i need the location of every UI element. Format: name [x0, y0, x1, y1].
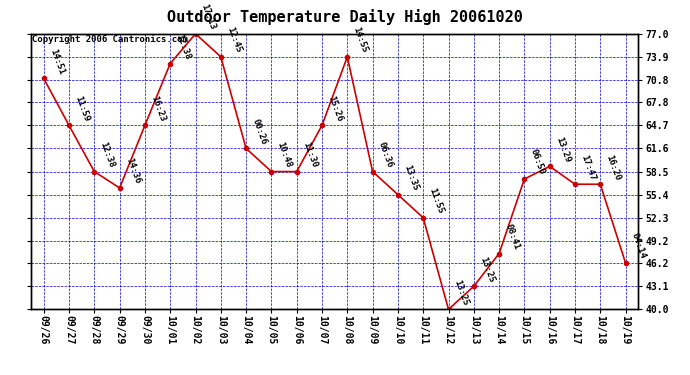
Text: 14:55: 14:55 [351, 26, 369, 54]
Text: 13:35: 13:35 [402, 164, 420, 192]
Text: 12:38: 12:38 [175, 32, 192, 61]
Text: 11:30: 11:30 [301, 141, 319, 169]
Text: 15:26: 15:26 [326, 94, 344, 123]
Text: Copyright 2006 Cantronics.com: Copyright 2006 Cantronics.com [32, 35, 188, 44]
Text: 13:25: 13:25 [453, 278, 471, 307]
Text: 13:25: 13:25 [478, 255, 495, 284]
Text: 06:50: 06:50 [529, 148, 546, 176]
Text: 16:23: 16:23 [149, 94, 167, 123]
Text: 16:20: 16:20 [604, 153, 622, 182]
Text: 14:36: 14:36 [124, 157, 141, 185]
Text: 08:41: 08:41 [503, 222, 521, 251]
Text: 04:14: 04:14 [630, 232, 647, 260]
Text: 06:36: 06:36 [377, 141, 395, 169]
Text: 13:29: 13:29 [554, 135, 571, 164]
Text: 14:51: 14:51 [48, 47, 66, 76]
Text: 12:45: 12:45 [225, 26, 243, 54]
Text: 11:55: 11:55 [427, 187, 445, 215]
Text: 00:26: 00:26 [250, 117, 268, 146]
Text: 17:47: 17:47 [579, 153, 597, 182]
Text: 11:59: 11:59 [73, 94, 91, 123]
Text: 17:13: 17:13 [199, 3, 217, 31]
Text: 12:38: 12:38 [99, 141, 116, 169]
Text: 10:48: 10:48 [275, 141, 293, 169]
Text: Outdoor Temperature Daily High 20061020: Outdoor Temperature Daily High 20061020 [167, 9, 523, 26]
